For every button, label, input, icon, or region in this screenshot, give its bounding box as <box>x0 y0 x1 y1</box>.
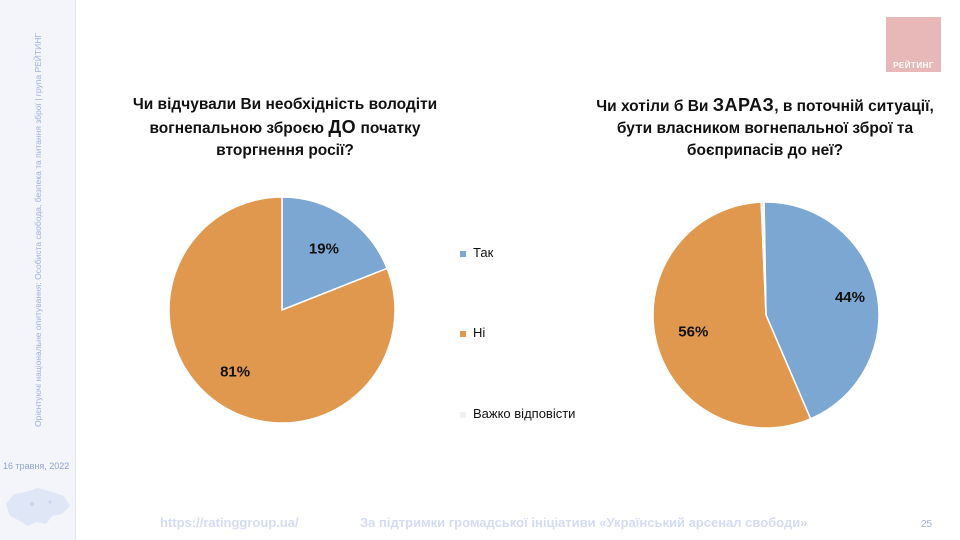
survey-date: 16 травня, 2022 <box>3 461 70 471</box>
legend-swatch-no <box>460 330 466 337</box>
pie-now-slice-0 <box>763 201 880 420</box>
pie-before-label-1: 81% <box>220 364 250 381</box>
footer-url-link[interactable]: https://ratinggroup.ua/ <box>160 515 299 530</box>
logo-text: РЕЙТИНГ <box>893 61 934 70</box>
footer-support-text: За підтримки громадської ініціативи «Укр… <box>360 515 808 530</box>
title-before-part-2: початку вторгнення росії? <box>216 120 421 159</box>
title-before-part-1: Чи відчували Ви необхідність володіти во… <box>132 96 438 137</box>
page-number: 25 <box>921 519 933 530</box>
title-before-highlight: ДО <box>328 117 357 137</box>
pie-before-label-0: 19% <box>309 240 339 257</box>
title-now-part-2: , в поточній ситуації, бути власником во… <box>616 98 934 159</box>
pie-now-label-1: 56% <box>678 324 708 341</box>
chart-title-before: Чи відчували Ви необхідність володіти во… <box>120 94 450 162</box>
legend-item-no: Ні <box>460 325 485 340</box>
legend-swatch-hard-to-say <box>460 411 466 418</box>
ukraine-map-icon <box>6 488 70 526</box>
legend-item-hard-to-say: Важко відповісти <box>460 406 575 421</box>
chart-title-now: Чи хотіли б Ви ЗАРАЗ, в поточній ситуаці… <box>580 94 950 162</box>
legend-label-hard-to-say: Важко відповісти <box>473 406 576 421</box>
pie-now-slice-1 <box>652 201 812 429</box>
legend-item-yes: Так <box>460 245 493 260</box>
pie-before-slice-0 <box>281 196 389 312</box>
pie-now-label-0: 44% <box>835 289 865 306</box>
legend-label-no: Ні <box>473 325 486 340</box>
sidebar: Орієнтуючі національне опитування: Особи… <box>0 0 76 540</box>
rating-logo: РЕЙТИНГ <box>886 17 941 72</box>
legend-swatch-yes <box>460 250 466 257</box>
pie-now-slice-2 <box>760 201 767 316</box>
pie-before-slice-1 <box>168 196 396 424</box>
title-now-part-1: Чи хотіли б Ви <box>596 98 713 115</box>
legend-label-yes: Так <box>473 245 494 260</box>
title-now-highlight: ЗАРАЗ <box>712 95 775 115</box>
